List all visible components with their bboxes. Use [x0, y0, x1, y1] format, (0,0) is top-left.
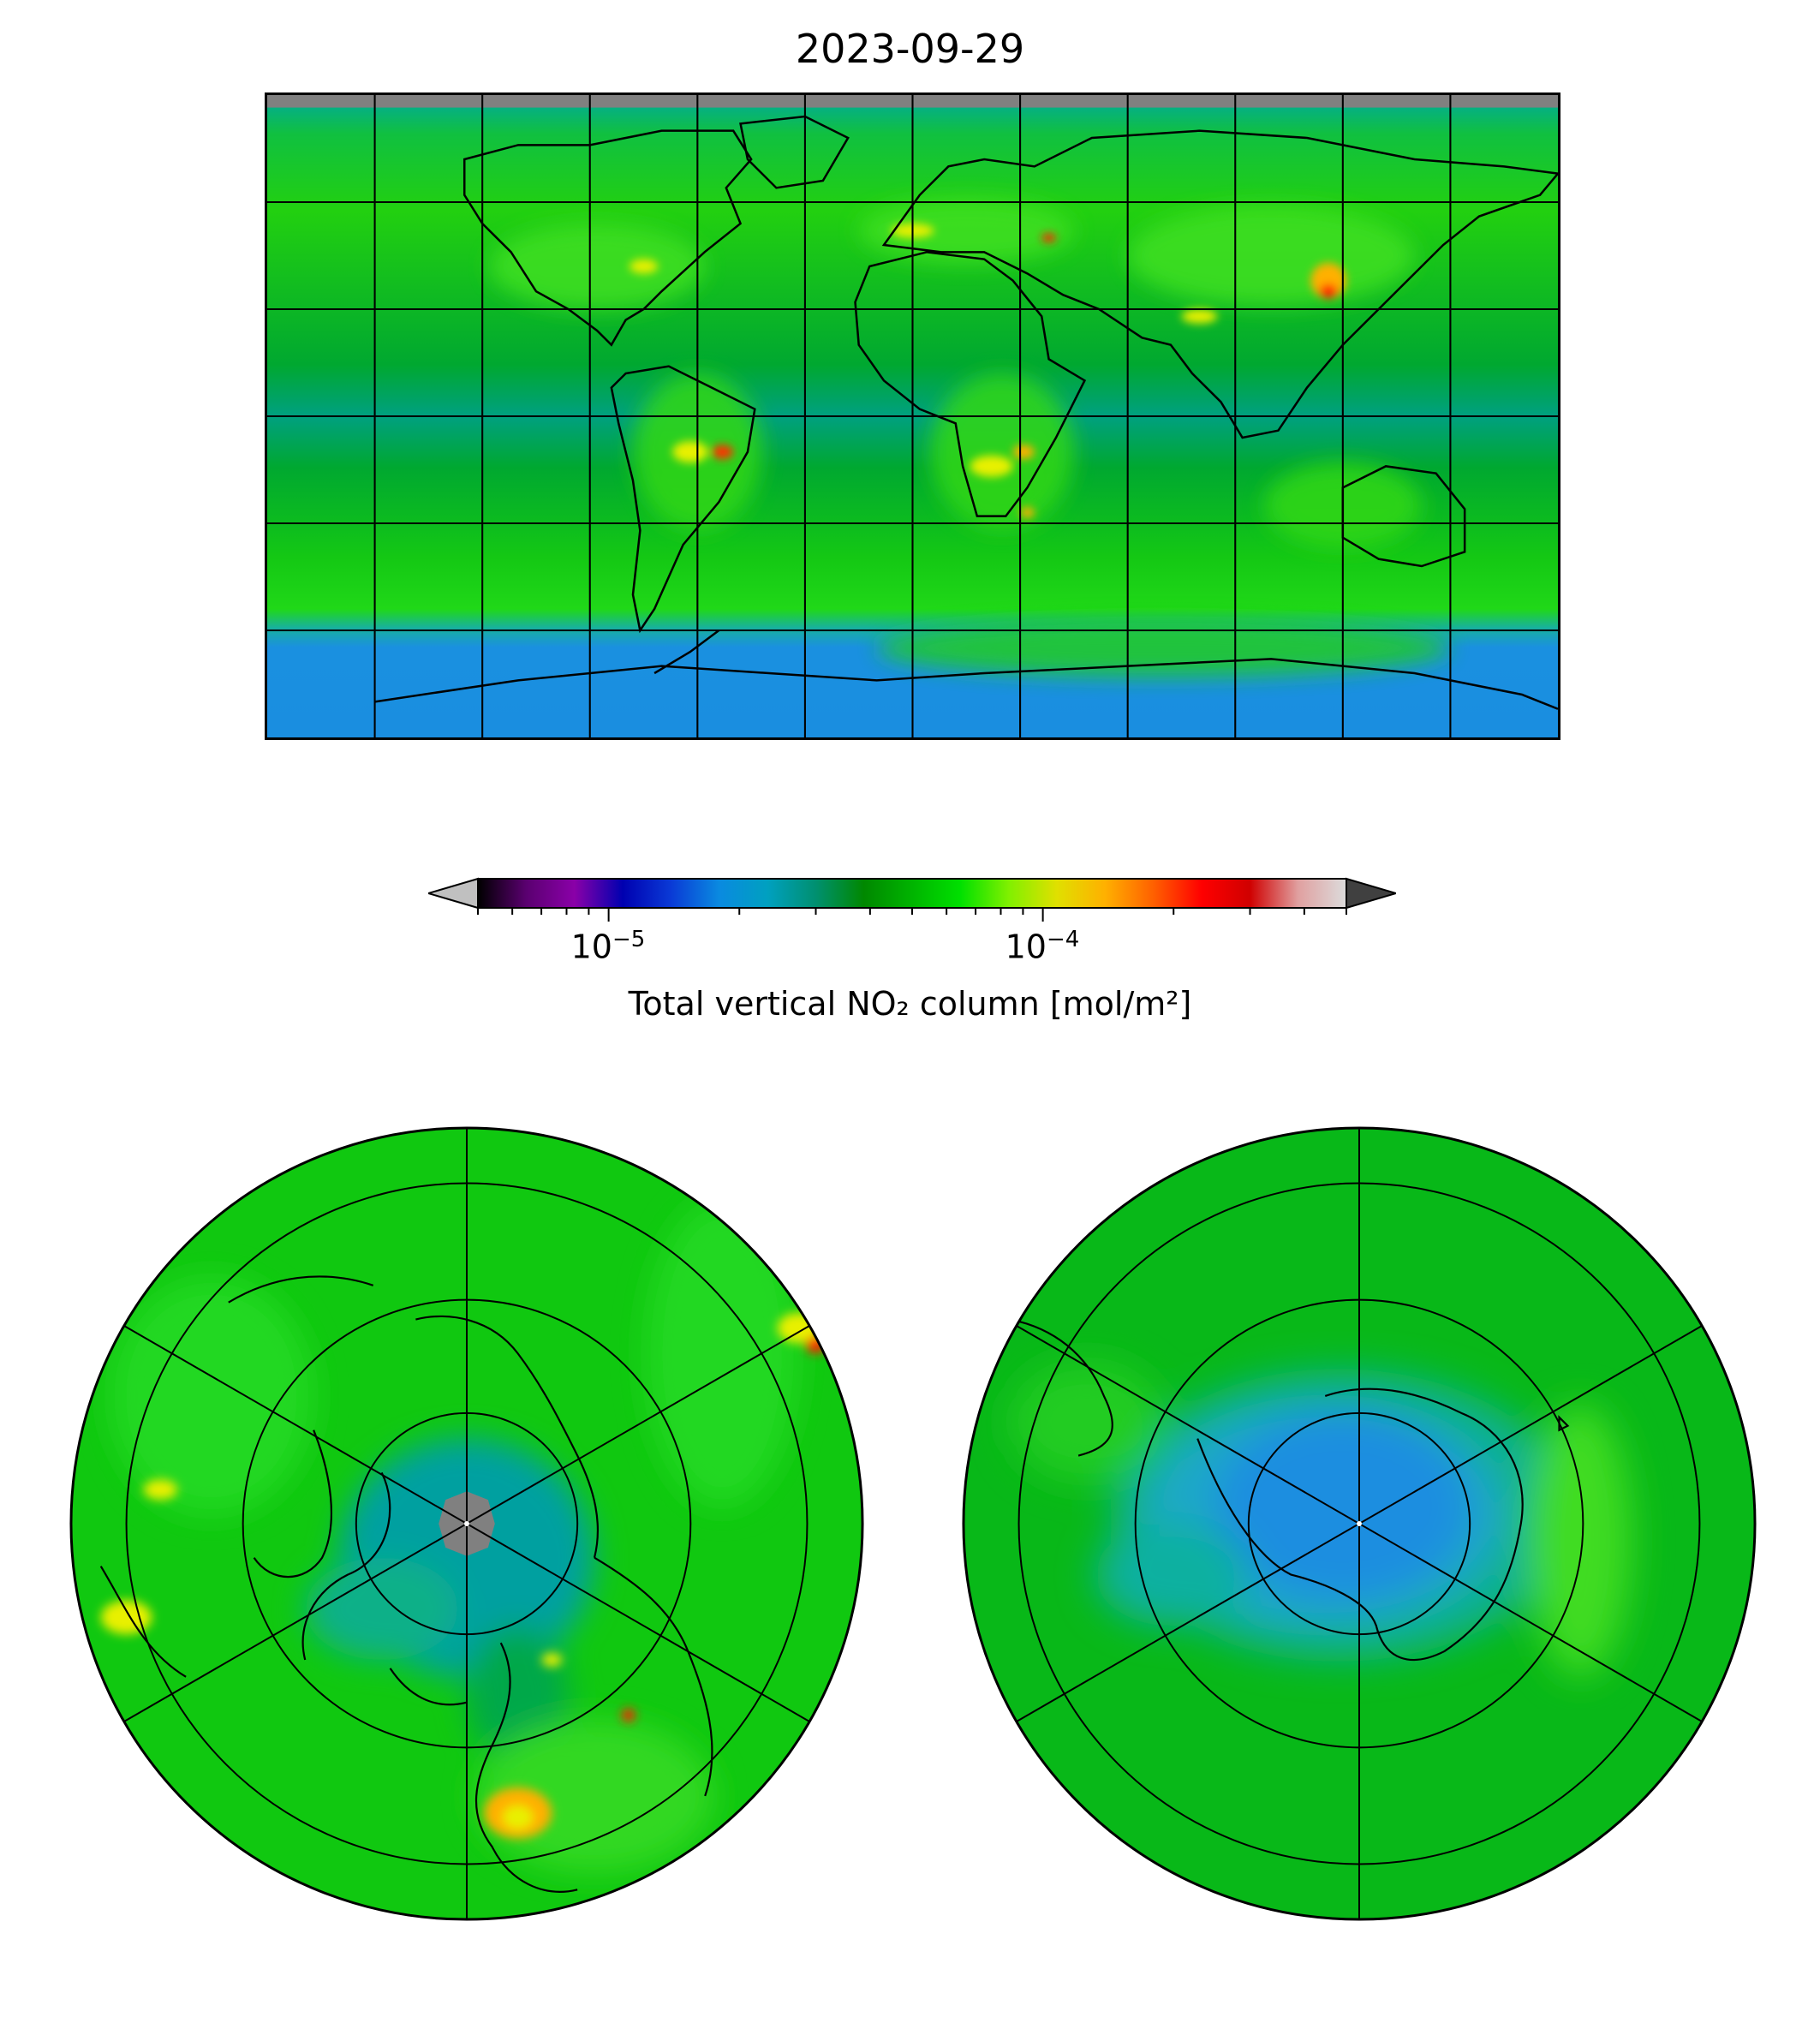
- north-coastlines: [99, 1275, 713, 1893]
- colorbar-ticks: [477, 908, 1347, 922]
- colorbar-body: [477, 878, 1347, 909]
- north-polar-map: [69, 1126, 864, 1921]
- colorbar-under-extend: [428, 877, 479, 910]
- colorbar: [428, 877, 1396, 922]
- global-map-canvas: [267, 95, 1558, 737]
- colorbar-label: Total vertical NO₂ column [mol/m²]: [628, 985, 1192, 1023]
- global-map: [265, 92, 1560, 740]
- colorbar-over-extend: [1346, 877, 1396, 910]
- colorbar-tick-label-1e-5: 10−5: [570, 927, 646, 966]
- graticule: [267, 95, 1558, 737]
- map-title: 2023-09-29: [795, 26, 1025, 72]
- south-polar-map: [962, 1126, 1757, 1921]
- colorbar-tick-label-1e-4: 10−4: [1005, 927, 1080, 966]
